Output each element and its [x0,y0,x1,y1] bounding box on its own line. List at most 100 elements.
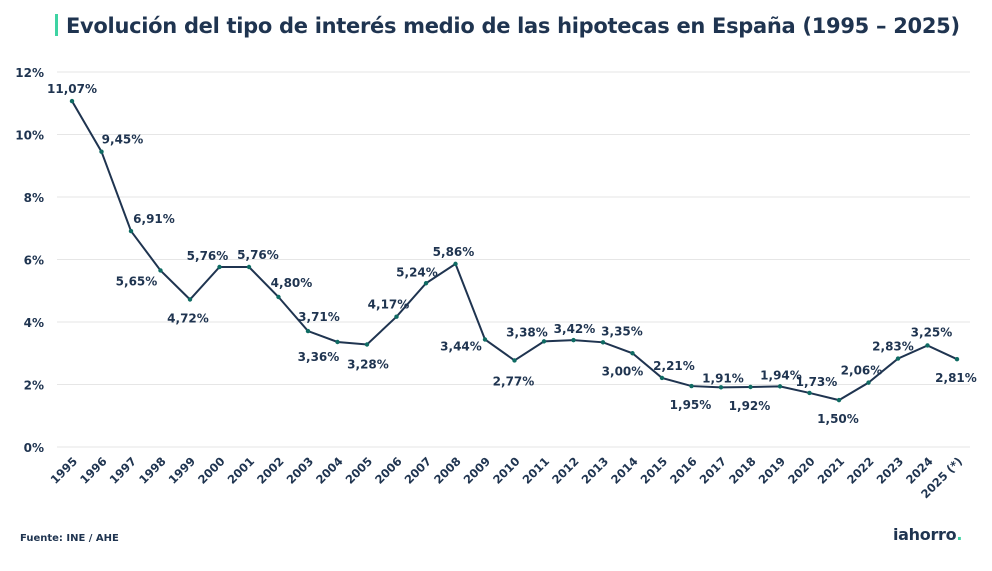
x-tick-label: 2022 [844,454,877,487]
data-point [394,314,399,319]
x-tick-label: 2019 [756,454,789,487]
x-tick-label: 2002 [254,454,287,487]
x-tick-label: 2011 [520,454,553,487]
data-point [748,384,753,390]
data-label: 3,71% [298,310,340,324]
x-tick-label: 2023 [874,454,907,487]
x-tick-label: 2004 [313,454,346,487]
x-tick-label: 2007 [402,454,435,487]
data-label: 3,36% [298,350,340,364]
title-accent-bar [55,14,58,36]
data-point [689,383,694,389]
data-point [453,261,458,267]
y-tick-label: 6% [24,254,44,268]
data-label: 2,21% [653,359,695,373]
y-tick-label: 4% [24,316,44,330]
x-tick-label: 2005 [343,454,376,487]
data-label: 6,91% [133,212,175,226]
data-label: 1,73% [796,375,838,389]
y-tick-label: 10% [15,129,44,143]
data-point [246,264,252,270]
data-point [954,356,960,362]
x-tick-label: 1995 [48,454,81,487]
x-tick-label: 1998 [136,454,169,487]
x-tick-label: 2018 [726,454,759,487]
y-tick-label: 8% [24,191,44,205]
data-point [364,342,370,347]
x-tick-label: 1999 [166,454,199,487]
chart-title: Evolución del tipo de interés medio de l… [55,14,960,38]
data-point [305,328,311,334]
data-label: 5,76% [237,248,279,262]
x-tick-label: 2010 [490,454,523,487]
data-label: 11,07% [47,82,97,96]
data-label: 5,86% [433,245,475,259]
data-point [335,339,340,345]
x-tick-label: 1997 [107,454,140,487]
data-label: 1,94% [760,368,802,382]
data-label: 1,91% [702,371,744,385]
data-label: 1,50% [817,412,859,426]
data-point [836,397,842,403]
data-point [158,268,163,273]
data-point [128,228,134,234]
data-label: 3,44% [440,340,482,354]
x-tick-label: 2003 [284,454,317,487]
data-label: 4,80% [271,276,313,290]
x-tick-label: 2017 [697,454,730,487]
data-point [718,385,724,390]
x-tick-label: 2021 [815,454,848,487]
data-point [187,297,193,302]
data-label: 2,06% [841,364,883,378]
x-tick-label: 2001 [225,454,258,487]
data-label: 4,72% [167,312,209,326]
data-label: 3,38% [506,325,548,339]
data-label: 1,92% [729,399,771,413]
data-point [630,351,635,356]
data-label: 5,24% [396,265,438,279]
y-tick-label: 0% [24,441,44,455]
x-tick-label: 2009 [461,454,494,487]
data-point [512,358,517,363]
y-tick-label: 12% [15,66,44,80]
y-tick-label: 2% [24,379,44,393]
data-label: 3,25% [911,325,953,339]
x-tick-label: 2014 [608,454,641,487]
x-tick-label: 1996 [77,454,110,487]
data-label: 3,00% [602,364,644,378]
data-point [69,98,75,104]
data-point [925,343,930,348]
x-tick-label: 2013 [579,454,612,487]
data-point [777,384,783,389]
data-point [217,264,222,270]
data-label: 4,17% [368,298,410,312]
data-label: 3,42% [554,322,596,336]
data-label: 3,35% [601,324,643,338]
x-tick-label: 2016 [667,454,700,487]
data-point [423,281,429,286]
x-tick-label: 2020 [785,454,818,487]
data-point [571,337,576,343]
data-label: 5,65% [116,274,158,288]
data-point [866,380,871,385]
data-point [895,356,901,361]
x-tick-label: 2015 [638,454,671,487]
data-point [99,149,104,154]
data-label: 9,45% [102,133,144,147]
data-point [541,339,547,344]
x-tick-label: 2000 [195,454,228,487]
data-label: 2,83% [872,340,914,354]
x-tick-label: 2012 [549,454,582,487]
data-point [482,337,488,342]
data-label: 2,81% [935,371,977,385]
data-label: 3,28% [347,358,389,372]
x-tick-label: 2006 [372,454,405,487]
data-point [807,390,812,396]
x-tick-label: 2008 [431,454,464,487]
data-point [659,375,665,381]
data-label: 2,77% [493,374,535,388]
data-point [276,294,281,300]
chart-title-text: Evolución del tipo de interés medio de l… [66,14,960,38]
data-label: 5,76% [187,249,229,263]
